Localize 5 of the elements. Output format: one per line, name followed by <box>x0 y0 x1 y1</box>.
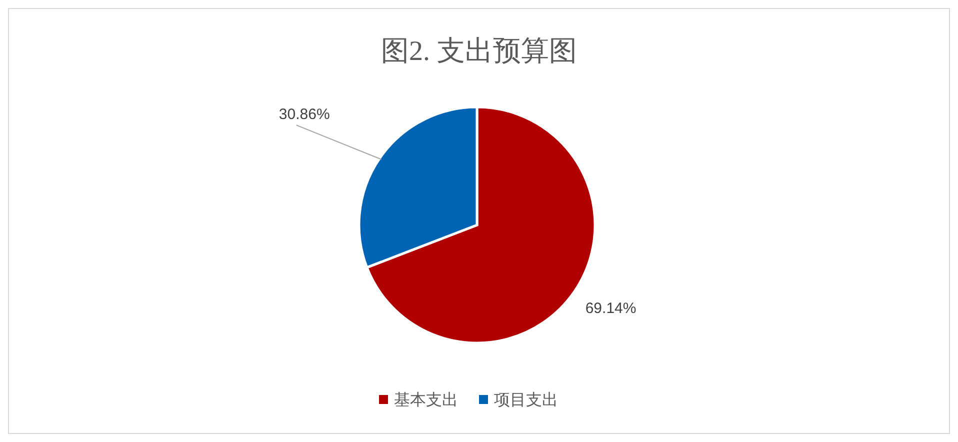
data-label: 69.14% <box>585 300 636 318</box>
legend-label: 基本支出 <box>394 391 458 409</box>
data-label: 30.86% <box>278 106 330 124</box>
chart-title: 图2. 支出预算图 <box>381 36 577 67</box>
legend-label: 项目支出 <box>494 391 558 409</box>
